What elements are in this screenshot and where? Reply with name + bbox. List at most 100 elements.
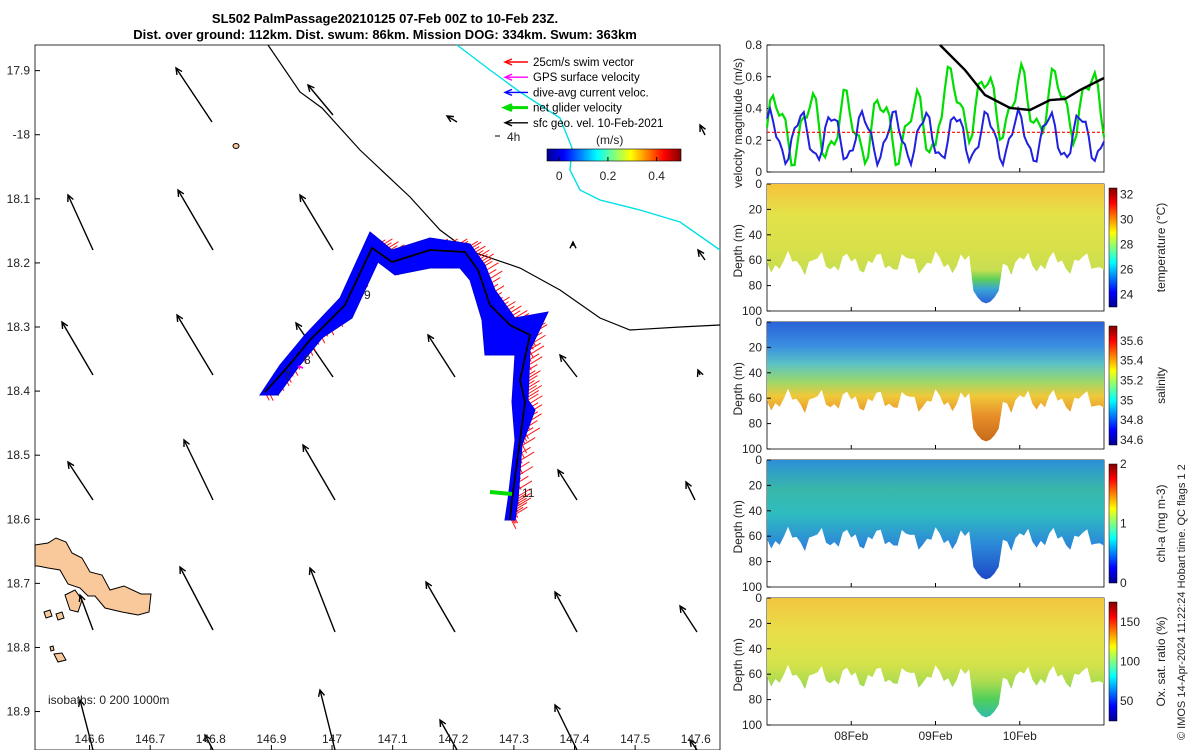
sfc-geo-arrow bbox=[299, 193, 334, 251]
glider-track-line bbox=[264, 246, 532, 521]
depth-tick-label: 0 bbox=[755, 591, 762, 605]
track-day-label: 11 bbox=[522, 486, 535, 500]
profile-panel-3: 0 20 40 60 80 100 Depth (m) 35.6 35.4 35.2 35 34.8 3… bbox=[731, 315, 1168, 456]
sfc-geo-arrow bbox=[204, 733, 214, 750]
colorbar-gradient bbox=[546, 148, 682, 162]
sfc-geo-arrow bbox=[427, 333, 456, 378]
profile-data-swath bbox=[767, 598, 1104, 718]
map-x-tick-label: 147.2 bbox=[438, 732, 468, 746]
sfc-geo-arrow bbox=[679, 604, 698, 633]
colorbar-tick-label: 0.2 bbox=[600, 169, 617, 183]
colorbar-tick-label: 150 bbox=[1120, 615, 1140, 629]
colorbar-tick-label: 0.4 bbox=[648, 169, 665, 183]
swim-vector-fringe bbox=[264, 238, 548, 530]
map-x-tick-label: 147.6 bbox=[681, 732, 711, 746]
depth-tick-label: 100 bbox=[742, 304, 762, 318]
depth-tick-label: 20 bbox=[749, 202, 763, 216]
depth-tick-label: 40 bbox=[749, 504, 763, 518]
depth-axis-label: Depth (m) bbox=[731, 224, 745, 277]
track-day-label: 7 bbox=[284, 369, 291, 383]
depth-tick-label: 0 bbox=[755, 177, 762, 191]
island-landmass bbox=[34, 537, 152, 616]
colorbar-tick-label: 34.6 bbox=[1120, 433, 1144, 447]
sfc-geo-arrow bbox=[175, 66, 213, 123]
colorbar-tick-label: 0 bbox=[556, 169, 563, 183]
date-tick-label: 08Feb bbox=[834, 729, 868, 743]
scale-label: 4h bbox=[507, 130, 520, 144]
velocity-y-tick-label: 0.4 bbox=[745, 102, 762, 116]
map-y-tick-label: 18.9 bbox=[7, 705, 31, 719]
map-y-tick-label: 18.6 bbox=[7, 512, 31, 526]
map-legend: 25cm/s swim vector GPS surface velocity di… bbox=[495, 57, 663, 144]
depth-axis-label: Depth (m) bbox=[731, 638, 745, 691]
depth-tick-label: 80 bbox=[749, 693, 763, 707]
island-small bbox=[64, 589, 83, 613]
sfc-geo-arrow bbox=[308, 566, 336, 633]
legend-label: 25cm/s swim vector bbox=[533, 57, 634, 69]
sfc-geo-arrow bbox=[317, 688, 336, 750]
imos-credit-text: © IMOS 14-Apr-2024 11:22:24 Hobart time.… bbox=[1176, 464, 1188, 740]
depth-tick-label: 60 bbox=[749, 667, 763, 681]
islet bbox=[232, 143, 240, 149]
legend-arrowhead bbox=[503, 88, 513, 97]
islet bbox=[55, 611, 65, 621]
map-content: 78 9 11 bbox=[34, 44, 721, 750]
map-y-tick-label: 18.7 bbox=[7, 576, 31, 590]
profile-panel-4: 0 20 40 60 80 100 Depth (m) 2 1 0 chl-a (mg m-3) bbox=[731, 453, 1168, 594]
colorbar-tick-label: 0 bbox=[1120, 576, 1127, 590]
islet bbox=[53, 652, 67, 663]
depth-tick-label: 80 bbox=[749, 417, 763, 431]
map-y-tick-label: -18 bbox=[13, 128, 31, 142]
date-tick-label: 09Feb bbox=[918, 729, 952, 743]
net-glider-velocity-arrow bbox=[489, 490, 513, 496]
isobath-contour-cyan bbox=[456, 44, 721, 251]
map-x-tick-label: 147.4 bbox=[559, 732, 589, 746]
depth-tick-label: 20 bbox=[749, 616, 763, 630]
profile-data-swath bbox=[767, 184, 1104, 304]
map-y-tick-label: 18.5 bbox=[7, 448, 31, 462]
velocity-y-tick-label: 0 bbox=[755, 165, 762, 179]
colorbar-tick-label: 35.6 bbox=[1120, 334, 1144, 348]
islet bbox=[49, 645, 55, 652]
colorbar-variable-label: chl-a (mg m-3) bbox=[1154, 484, 1168, 562]
depth-axis-label: Depth (m) bbox=[731, 500, 745, 553]
sfc-geo-arrow bbox=[78, 593, 94, 631]
legend-label: GPS surface velocity bbox=[533, 72, 640, 84]
map-y-tick-label: 18.8 bbox=[7, 640, 31, 654]
sfc-geo-arrow bbox=[179, 565, 214, 631]
profile-panel-2: 0 20 40 60 80 100 Depth (m) 32 30 28 26 24 temperatu… bbox=[731, 177, 1168, 318]
depth-tick-label: 20 bbox=[749, 340, 763, 354]
colorbar-tick-label: 100 bbox=[1120, 655, 1140, 669]
map-x-tick-label: 147 bbox=[322, 732, 342, 746]
track-day-label: 8 bbox=[304, 353, 311, 367]
dive-avg-current-band bbox=[259, 231, 549, 521]
velocity-y-tick-label: 0.6 bbox=[745, 70, 762, 84]
sfc-geo-arrow bbox=[177, 188, 214, 251]
legend-arrowhead bbox=[503, 73, 513, 81]
sfc-geo-arrow bbox=[183, 438, 214, 501]
profile-panel-5: 0 20 40 60 80 100 Depth (m) 150 100 50 Ox. sat. ra… bbox=[731, 591, 1168, 732]
velocity-y-tick-label: 0.2 bbox=[745, 133, 762, 147]
depth-axis-label: Depth (m) bbox=[731, 362, 745, 415]
colorbar-unit-label: (m/s) bbox=[596, 133, 623, 147]
sfc-geo-arrow bbox=[302, 443, 336, 501]
map-y-ticks: 17.9 -18 18.1 18.2 18.3 18.4 18.5 18.6 18.7 18.8 1… bbox=[7, 64, 40, 719]
depth-tick-label: 40 bbox=[749, 366, 763, 380]
profile-colorbar bbox=[1108, 463, 1118, 584]
sfc-geo-arrow bbox=[569, 240, 577, 249]
map-y-tick-label: 17.9 bbox=[7, 64, 31, 78]
sfc-geo-arrow bbox=[557, 468, 578, 501]
legend-arrowhead bbox=[503, 119, 513, 127]
map-x-ticks: 146.6 146.7 146.8 146.9 147 147.1 147.2 147.3 14… bbox=[75, 732, 711, 750]
profile-colorbar bbox=[1108, 601, 1118, 722]
map-x-tick-label: 147.5 bbox=[620, 732, 650, 746]
depth-tick-label: 100 bbox=[742, 718, 762, 732]
colorbar-tick-label: 28 bbox=[1120, 237, 1134, 251]
chart-title-line2: Dist. over ground: 112km. Dist. swum: 86… bbox=[133, 27, 637, 42]
depth-tick-label: 40 bbox=[749, 228, 763, 242]
gps-surface-velocity-arrow bbox=[297, 365, 304, 369]
depth-tick-label: 60 bbox=[749, 529, 763, 543]
